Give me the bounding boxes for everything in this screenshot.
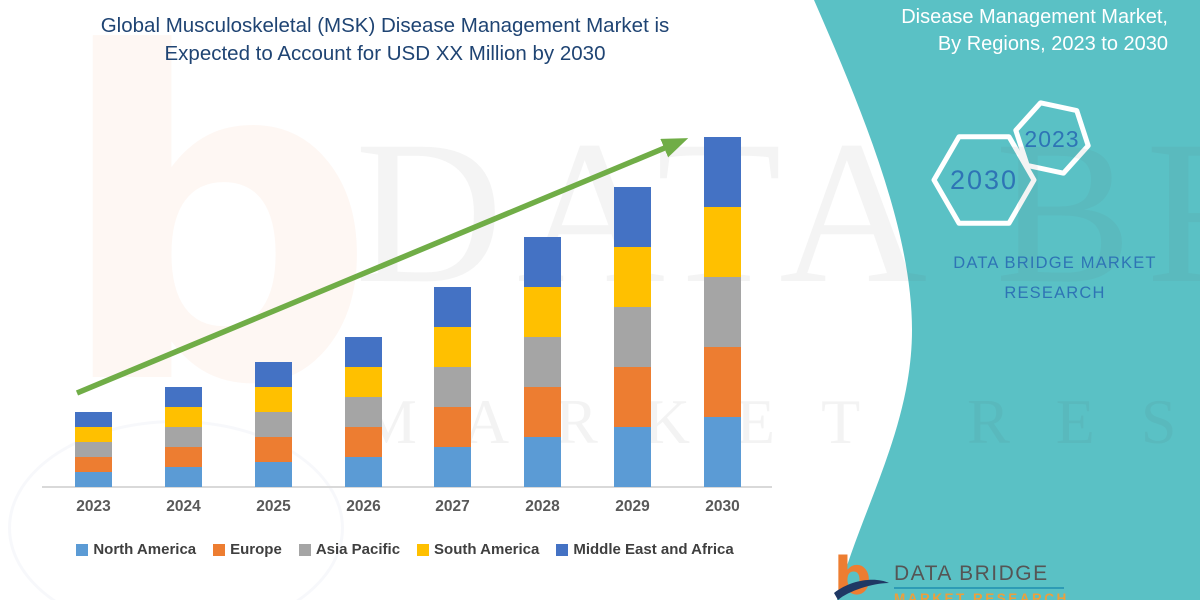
bar-2024-europe: [165, 447, 202, 467]
hexagon-2030-icon: [931, 134, 1037, 226]
bar-2025-europe: [255, 437, 292, 462]
x-axis-line: [42, 486, 772, 488]
bar-2028-south-america: [524, 287, 561, 337]
x-axis-label-2030: 2030: [705, 498, 740, 515]
legend-label-south-america: South America: [434, 541, 540, 558]
chart-legend: North America Europe Asia Pacific South Ame…: [20, 541, 790, 558]
hexagon-label-2023: 2023: [1024, 126, 1080, 152]
panel-heading: Global Musculoskeletal (MSK) Disease Man…: [900, 0, 1168, 58]
bar-2030-asia-pacific: [704, 277, 741, 347]
bar-2023-middle-east-and-africa: [75, 412, 112, 427]
bar-2026-south-america: [345, 367, 382, 397]
bar-2030-europe: [704, 347, 741, 417]
bar-2030-middle-east-and-africa: [704, 137, 741, 207]
bar-2024-north-america: [165, 467, 202, 487]
panel-heading-line1: Disease Management Market,: [901, 6, 1168, 28]
legend-swatch-middle-east-and-africa: [556, 543, 569, 556]
bar-2023-north-america: [75, 472, 112, 487]
teal-panel-shape: [814, 0, 1200, 600]
bar-2030-north-america: [704, 417, 741, 487]
logo-name-text: DATA BRIDGE: [894, 562, 1049, 585]
brand-text-line2: RESEARCH: [1004, 284, 1106, 302]
x-axis-label-2024: 2024: [166, 498, 201, 515]
bar-2026-asia-pacific: [345, 397, 382, 427]
bar-2025-asia-pacific: [255, 412, 292, 437]
bar-2029-south-america: [614, 247, 651, 307]
bar-2028-north-america: [524, 437, 561, 487]
bar-2027-north-america: [434, 447, 471, 487]
legend-label-asia-pacific: Asia Pacific: [315, 541, 401, 558]
bar-2025-north-america: [255, 462, 292, 487]
bar-2024-asia-pacific: [165, 427, 202, 447]
bar-2029-middle-east-and-africa: [614, 187, 651, 247]
bar-2030-south-america: [704, 207, 741, 277]
x-axis-label-2028: 2028: [525, 498, 560, 515]
legend-item-north-america: North America: [76, 541, 196, 558]
x-axis-label-2026: 2026: [346, 498, 381, 515]
bar-2029-north-america: [614, 427, 651, 487]
legend-item-asia-pacific: Asia Pacific: [298, 541, 401, 558]
bar-2027-europe: [434, 407, 471, 447]
company-logo: b DATA BRIDGE MARKET RESEARCH: [832, 550, 1082, 600]
bar-2028-middle-east-and-africa: [524, 237, 561, 287]
chart-title: Global Musculoskeletal (MSK) Disease Man…: [40, 12, 730, 68]
chart-title-line1: Global Musculoskeletal (MSK) Disease Man…: [100, 14, 670, 37]
bar-2029-asia-pacific: [614, 307, 651, 367]
bar-2027-south-america: [434, 327, 471, 367]
x-axis-label-2027: 2027: [435, 498, 470, 515]
legend-item-south-america: South America: [417, 541, 539, 558]
legend-label-middle-east-and-africa: Middle East and Africa: [573, 541, 734, 558]
legend-item-europe: Europe: [213, 541, 282, 558]
bar-2027-asia-pacific: [434, 367, 471, 407]
legend-label-europe: Europe: [230, 541, 282, 558]
panel-heading-clipped-line: Global Musculoskeletal (MSK): [900, 0, 1168, 4]
chart-title-line2: Expected to Account for USD XX Million b…: [164, 42, 606, 65]
legend-swatch-south-america: [417, 543, 430, 556]
brand-text-line1: DATA BRIDGE MARKET: [953, 254, 1157, 272]
legend-swatch-asia-pacific: [298, 543, 311, 556]
panel-heading-line2: By Regions, 2023 to 2030: [937, 33, 1168, 55]
bar-2025-south-america: [255, 387, 292, 412]
bar-2028-asia-pacific: [524, 337, 561, 387]
bar-2026-europe: [345, 427, 382, 457]
bar-2023-europe: [75, 457, 112, 472]
legend-label-north-america: North America: [93, 541, 197, 558]
legend-item-middle-east-and-africa: Middle East and Africa: [556, 541, 734, 558]
legend-swatch-north-america: [76, 543, 89, 556]
bar-2027-middle-east-and-africa: [434, 287, 471, 327]
bar-2023-south-america: [75, 427, 112, 442]
x-axis-label-2025: 2025: [256, 498, 291, 515]
hexagon-2023-icon: [1013, 100, 1091, 176]
bar-2026-north-america: [345, 457, 382, 487]
logo-underline: [894, 587, 1064, 589]
brand-text: DATA BRIDGE MARKET RESEARCH: [935, 248, 1175, 308]
bar-2029-europe: [614, 367, 651, 427]
hexagon-label-2030: 2030: [949, 165, 1019, 195]
bar-2026-middle-east-and-africa: [345, 337, 382, 367]
x-axis-label-2029: 2029: [615, 498, 650, 515]
logo-b-icon: b: [834, 552, 889, 600]
bar-2025-middle-east-and-africa: [255, 362, 292, 387]
bar-2024-middle-east-and-africa: [165, 387, 202, 407]
legend-swatch-europe: [213, 543, 226, 556]
logo-sub-text: MARKET RESEARCH: [894, 591, 1069, 600]
bar-2023-asia-pacific: [75, 442, 112, 457]
bar-2028-europe: [524, 387, 561, 437]
x-axis-label-2023: 2023: [76, 498, 111, 515]
bar-2024-south-america: [165, 407, 202, 427]
